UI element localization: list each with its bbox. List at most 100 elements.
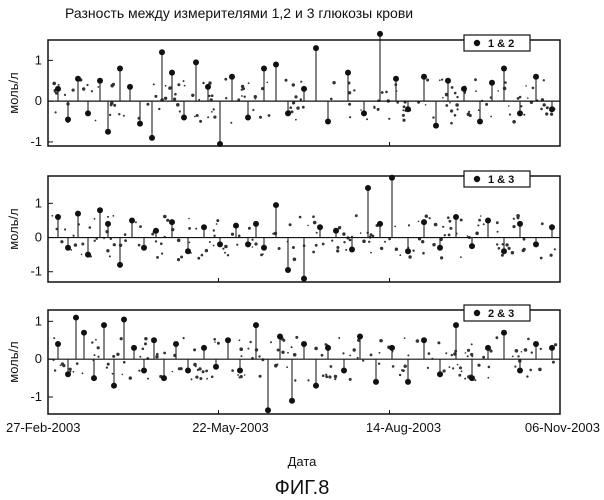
noise-dot	[54, 369, 56, 371]
noise-dot	[293, 353, 297, 357]
noise-dot	[425, 215, 428, 218]
noise-dot	[360, 232, 362, 234]
data-point	[469, 243, 475, 249]
noise-dot	[522, 249, 525, 252]
data-point	[533, 341, 539, 347]
noise-dot	[231, 369, 234, 372]
noise-dot	[174, 93, 177, 96]
noise-dot	[94, 218, 96, 220]
data-point	[229, 74, 235, 80]
y-tick-label: 1	[35, 52, 42, 67]
noise-dot	[408, 255, 411, 258]
noise-dot	[206, 378, 208, 380]
noise-dot	[153, 83, 155, 85]
noise-dot	[183, 80, 185, 82]
x-tick-label: 22-May-2003	[192, 420, 269, 435]
noise-dot	[213, 338, 216, 341]
noise-dot	[442, 226, 444, 228]
noise-dot	[161, 253, 163, 255]
noise-dot	[237, 374, 239, 376]
noise-dot	[94, 354, 96, 356]
noise-dot	[165, 85, 167, 87]
noise-dot	[53, 337, 55, 339]
data-point	[55, 86, 61, 92]
noise-dot	[379, 352, 381, 354]
noise-dot	[312, 215, 315, 218]
noise-dot	[241, 355, 243, 357]
x-tick-label: 14-Aug-2003	[366, 420, 441, 435]
noise-dot	[184, 85, 186, 87]
noise-dot	[496, 336, 499, 339]
noise-dot	[527, 97, 529, 99]
noise-dot	[62, 364, 65, 367]
noise-dot	[529, 369, 532, 372]
noise-dot	[144, 342, 147, 345]
noise-dot	[214, 341, 216, 343]
noise-dot	[360, 109, 362, 111]
noise-dot	[501, 243, 503, 245]
noise-dot	[452, 367, 454, 369]
data-point	[485, 345, 491, 351]
data-point	[131, 345, 137, 351]
data-point	[437, 245, 443, 251]
noise-dot	[191, 378, 193, 380]
noise-dot	[64, 94, 66, 96]
noise-dot	[124, 239, 127, 242]
data-point	[205, 84, 211, 90]
noise-dot	[277, 349, 280, 352]
noise-dot	[504, 81, 507, 84]
noise-dot	[338, 337, 340, 339]
noise-dot	[189, 242, 191, 244]
noise-dot	[422, 252, 425, 255]
noise-dot	[416, 339, 420, 343]
noise-dot	[135, 221, 137, 223]
y-axis-label: моль/л	[6, 341, 21, 382]
noise-dot	[124, 233, 127, 236]
noise-dot	[155, 240, 157, 242]
data-point	[325, 345, 331, 351]
noise-dot	[517, 97, 520, 100]
x-axis-label: Дата	[288, 454, 318, 469]
noise-dot	[97, 86, 99, 88]
legend-marker	[474, 310, 480, 316]
noise-dot	[106, 367, 108, 369]
noise-dot	[73, 235, 75, 237]
noise-dot	[123, 361, 126, 364]
noise-dot	[82, 87, 85, 90]
noise-dot	[437, 341, 440, 344]
noise-dot	[402, 109, 404, 111]
noise-dot	[509, 113, 511, 115]
data-point	[485, 217, 491, 223]
data-point	[501, 330, 507, 336]
noise-dot	[402, 119, 405, 122]
noise-dot	[426, 79, 429, 82]
noise-dot	[193, 363, 197, 367]
noise-dot	[205, 370, 208, 373]
noise-dot	[177, 258, 180, 261]
noise-dot	[449, 227, 452, 230]
noise-dot	[461, 370, 463, 372]
noise-dot	[321, 354, 324, 357]
noise-dot	[524, 348, 528, 352]
noise-dot	[485, 103, 488, 106]
noise-dot	[514, 366, 516, 368]
noise-dot	[300, 98, 302, 100]
noise-dot	[292, 246, 295, 249]
noise-dot	[236, 244, 238, 246]
y-tick-label: 0	[35, 351, 42, 366]
noise-dot	[213, 229, 215, 231]
panel-3: 10-1моль/л2 & 3	[6, 305, 560, 414]
data-point	[393, 76, 399, 82]
noise-dot	[213, 116, 216, 119]
data-point	[549, 345, 555, 351]
noise-dot	[443, 369, 446, 372]
noise-dot	[444, 234, 446, 236]
noise-dot	[545, 112, 548, 115]
noise-dot	[247, 348, 249, 350]
noise-dot	[445, 104, 448, 107]
noise-dot	[239, 339, 241, 341]
noise-dot	[81, 243, 84, 246]
noise-dot	[55, 111, 57, 113]
noise-dot	[342, 232, 345, 235]
noise-dot	[404, 365, 407, 368]
